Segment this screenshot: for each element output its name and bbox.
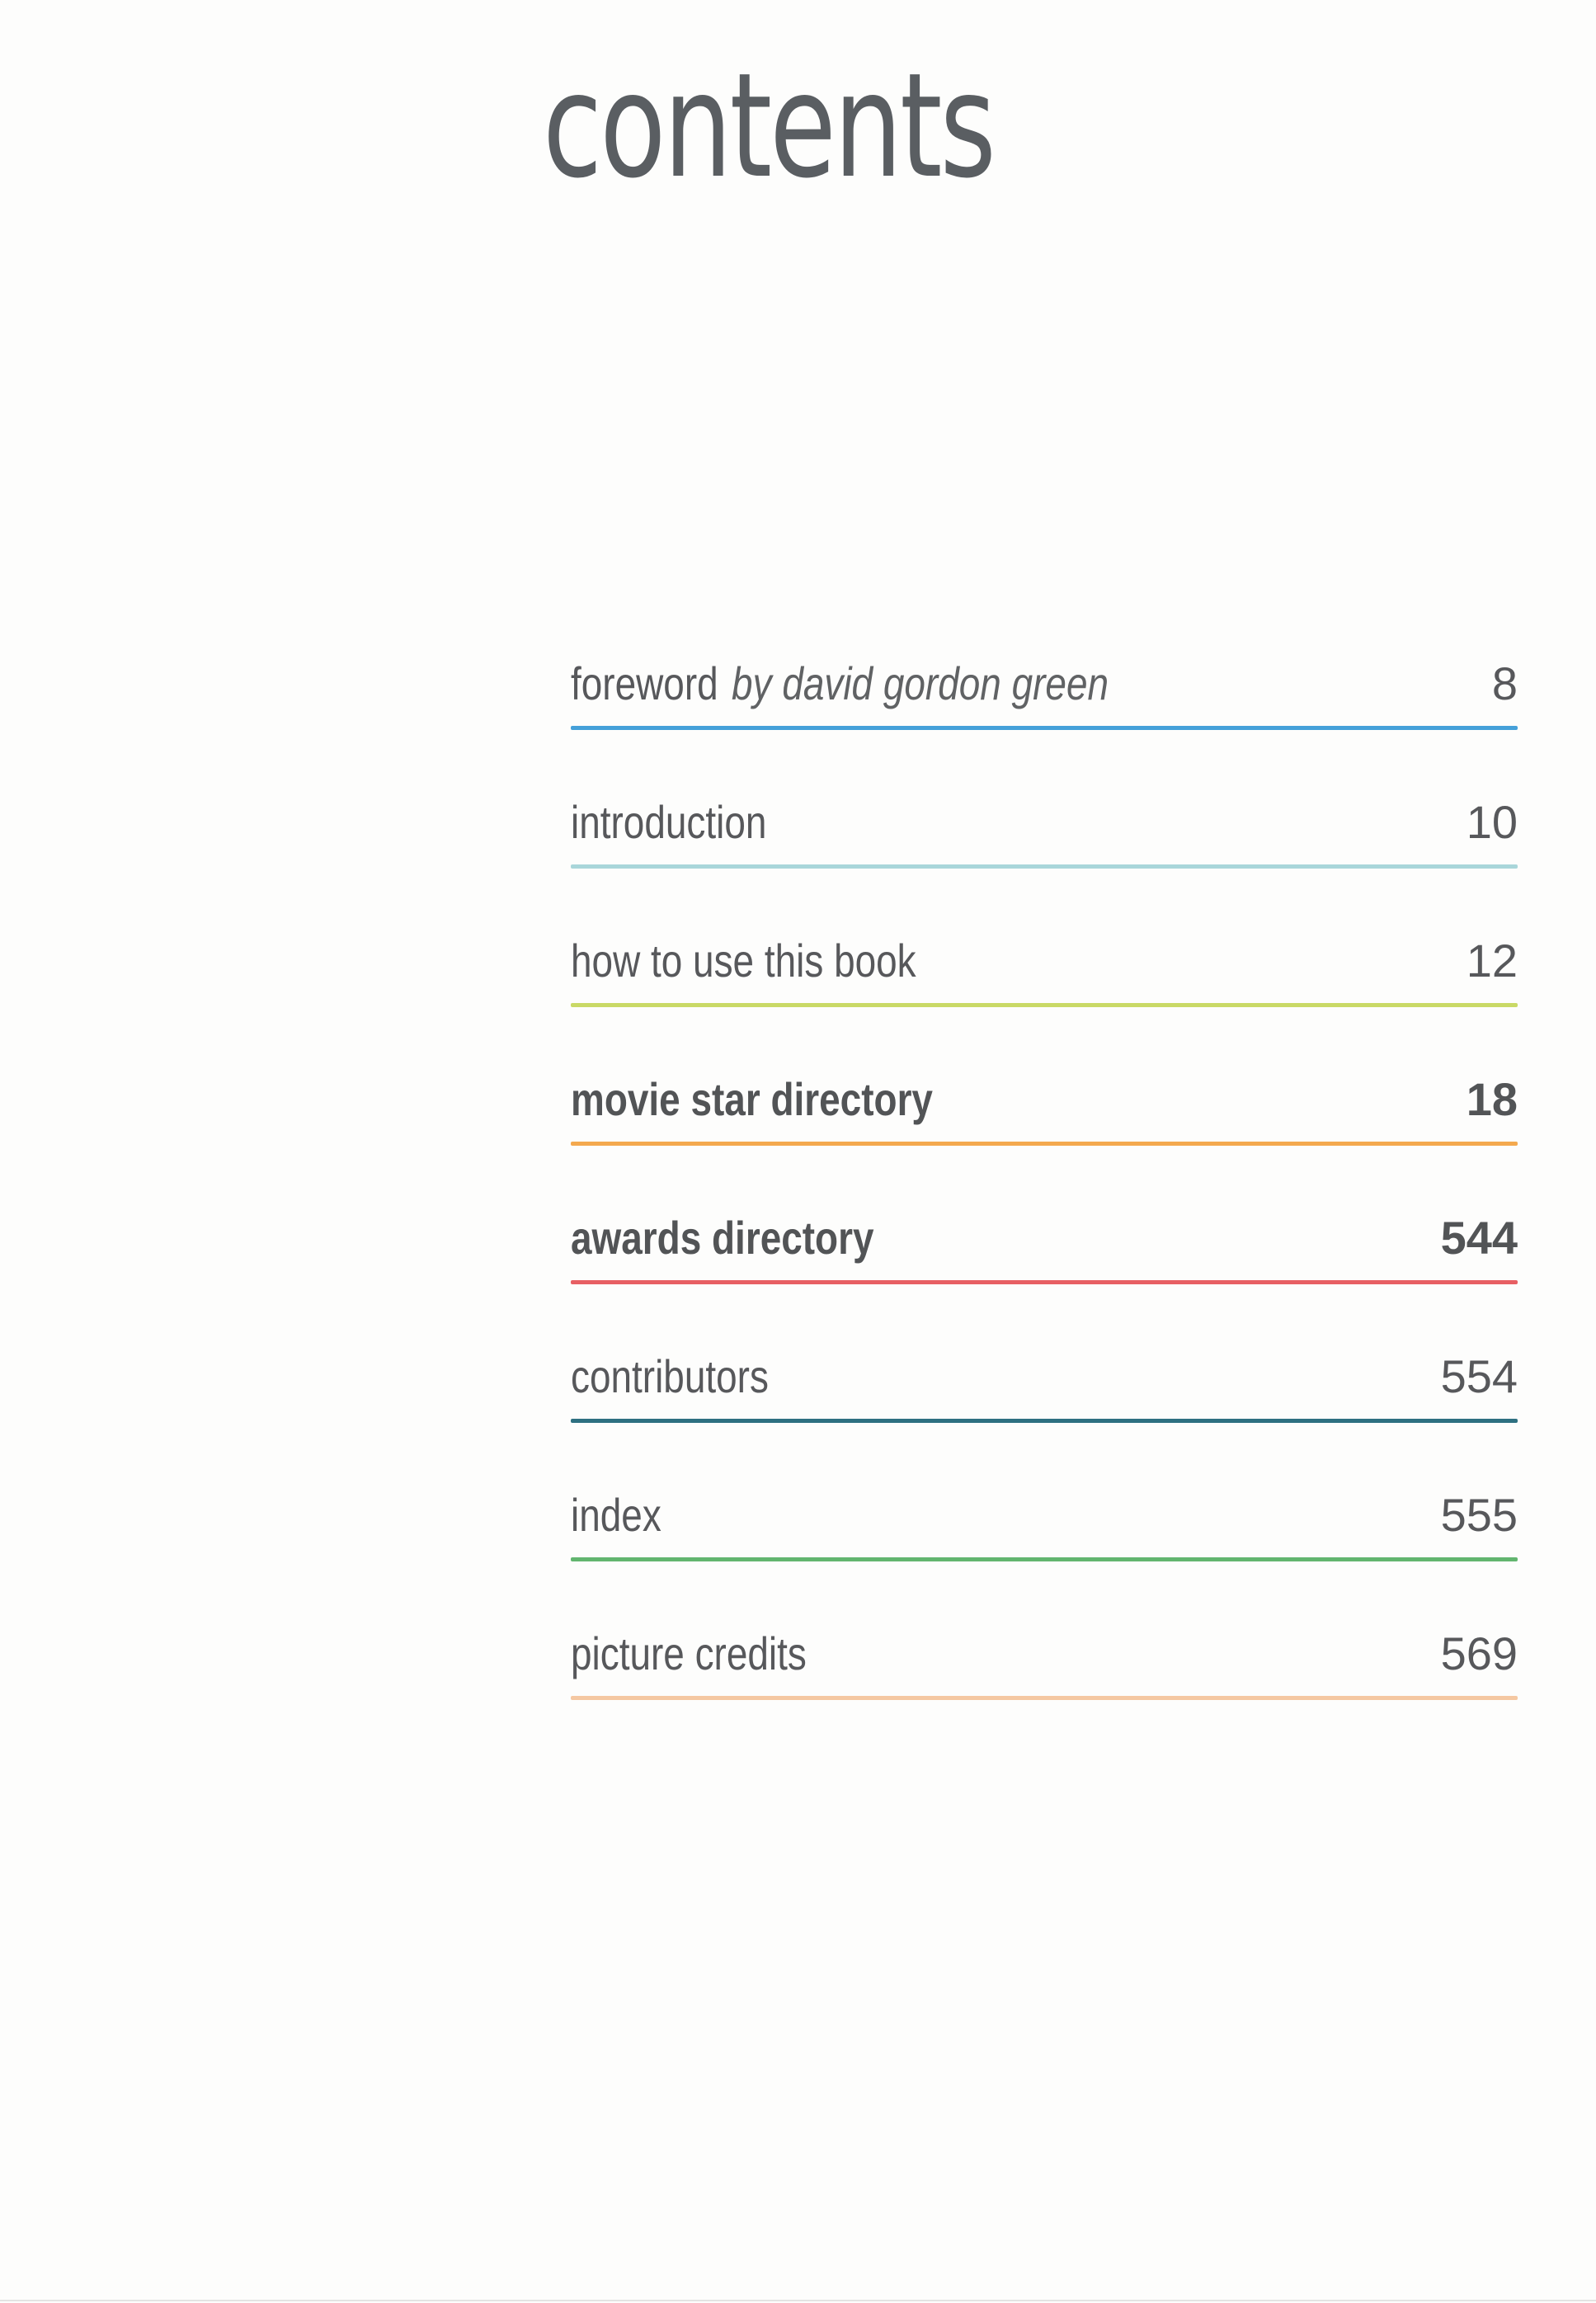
toc-entry-text: contributors 554 [571, 1350, 1518, 1403]
toc-entry-label: foreword [571, 657, 718, 709]
toc-entry-page-number: 555 [1440, 1489, 1518, 1541]
toc-entry: contributors 554 [571, 1350, 1518, 1423]
toc-entry-byline: by david gordon green [732, 657, 1109, 709]
toc-entry-text: picture credits 569 [571, 1627, 1518, 1680]
toc-entry-page-number: 8 [1491, 657, 1518, 709]
toc-entry-label: contributors [571, 1350, 769, 1402]
toc-entry-title-group: index [571, 1489, 1284, 1542]
toc-entry: foreword by david gordon green 8 [571, 657, 1518, 730]
toc-entry-text: introduction 10 [571, 796, 1518, 849]
toc-entry-title-group: contributors [571, 1350, 1284, 1403]
toc-entry-title-group: foreword by david gordon green [571, 657, 1326, 710]
toc-entry-label: index [571, 1489, 661, 1541]
toc-entry: picture credits 569 [571, 1627, 1518, 1700]
toc-entry-page-number: 569 [1440, 1627, 1518, 1679]
toc-entry-page-number: 554 [1440, 1350, 1518, 1402]
toc-entry-page-number: 10 [1466, 796, 1518, 848]
toc-entry-page-number: 12 [1466, 935, 1518, 987]
toc-entry-rule [571, 726, 1518, 730]
toc-entry-text: how to use this book 12 [571, 935, 1518, 987]
toc-entry-title-group: how to use this book [571, 935, 1305, 987]
toc-entry-title-group: introduction [571, 796, 1305, 849]
page-title: contents [543, 43, 996, 210]
toc-entry-label: how to use this book [571, 935, 916, 987]
toc-entry: how to use this book 12 [571, 935, 1518, 1007]
toc-entry-rule [571, 1280, 1518, 1284]
toc-entry-text: foreword by david gordon green 8 [571, 657, 1518, 710]
toc-entry-page-number: 544 [1440, 1212, 1518, 1264]
toc-entry-text: awards directory 544 [571, 1212, 1518, 1265]
toc-entry-label: introduction [571, 796, 767, 848]
toc-entry-label: picture credits [571, 1627, 807, 1679]
toc-entry-rule [571, 1696, 1518, 1700]
toc-entry-rule [571, 1419, 1518, 1423]
toc-entry-page-number: 18 [1466, 1073, 1518, 1125]
toc-entry: index 555 [571, 1489, 1518, 1561]
toc-entry-text: index 555 [571, 1489, 1518, 1542]
toc-entry-title-group: awards directory [571, 1212, 1284, 1265]
toc-entry-rule [571, 1003, 1518, 1007]
toc-entry: introduction 10 [571, 796, 1518, 869]
toc-entry-title-group: picture credits [571, 1627, 1284, 1680]
toc-list: foreword by david gordon green 8 introduc… [571, 657, 1518, 1766]
toc-entry: awards directory 544 [571, 1212, 1518, 1284]
toc-entry-title-group: movie star directory [571, 1073, 1305, 1126]
toc-entry-rule [571, 1142, 1518, 1146]
toc-entry-rule [571, 864, 1518, 869]
toc-entry-text: movie star directory 18 [571, 1073, 1518, 1126]
toc-entry-rule [571, 1557, 1518, 1561]
toc-entry-label: awards directory [571, 1212, 874, 1264]
toc-entry: movie star directory 18 [571, 1073, 1518, 1146]
toc-entry-label: movie star directory [571, 1073, 933, 1125]
page-edge-line [0, 2300, 1596, 2301]
